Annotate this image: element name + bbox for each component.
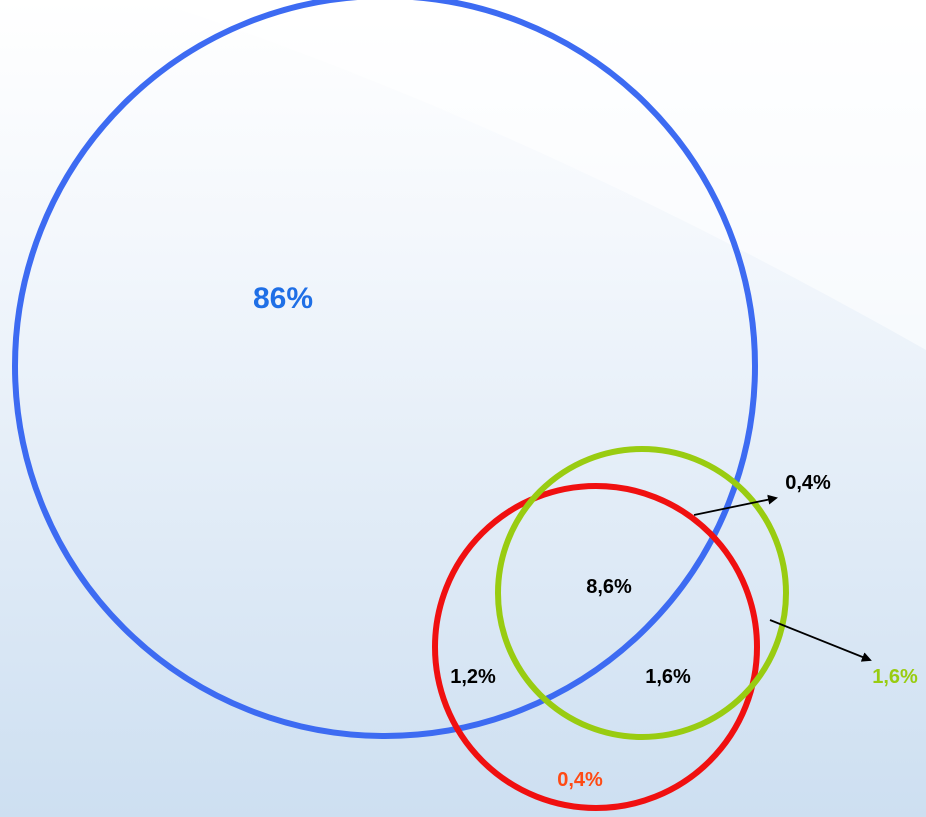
arrow-to-0-4-label [693, 494, 778, 516]
green-circle [495, 446, 789, 740]
top-overlap-label: 0,4% [785, 472, 831, 494]
red-circle [432, 483, 760, 811]
blue-only-label: 86% [253, 282, 313, 315]
blue-circle [12, 0, 758, 739]
green-only-label: 1,6% [872, 666, 918, 688]
background-swoosh [150, 0, 926, 350]
right-overlap-label: 1,6% [645, 666, 691, 688]
red-only-label: 0,4% [557, 769, 603, 791]
center-overlap-label: 8,6% [586, 576, 632, 598]
arrow-to-green-only-label [769, 619, 872, 662]
left-overlap-label: 1,2% [450, 666, 496, 688]
